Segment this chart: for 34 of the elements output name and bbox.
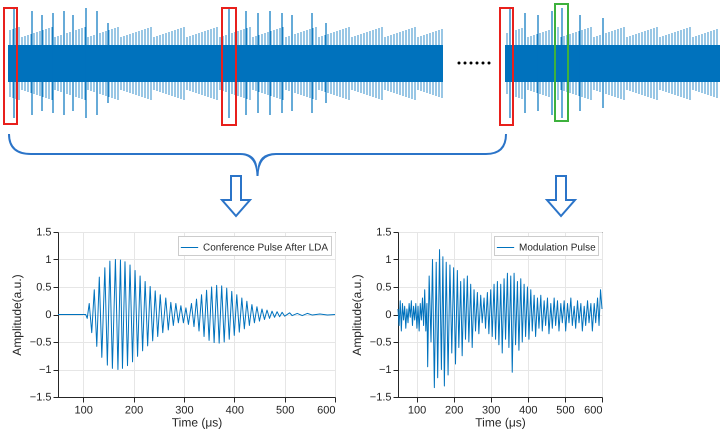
x-tick-label: 100 [408, 404, 426, 416]
x-tick-label: 300 [482, 404, 500, 416]
y-tick-label: 1.5 [36, 226, 52, 238]
line-series [398, 249, 602, 388]
y-tick-label: 1.5 [376, 226, 392, 238]
y-tick-label: −1.5 [30, 392, 52, 404]
y-axis-title: Amplitude(a.u.) [10, 274, 24, 356]
x-axis-title: Time (μs) [172, 416, 222, 430]
x-tick-label: 100 [74, 404, 93, 416]
x-tick-label: 600 [584, 404, 602, 416]
x-tick-label: 500 [556, 404, 575, 416]
x-tick-label: 400 [519, 404, 538, 416]
x-tick-label: 600 [317, 404, 336, 416]
y-tick-label: −1 [378, 364, 392, 376]
y-tick-label: 0.5 [36, 282, 52, 294]
y-tick-label: 0 [45, 309, 52, 321]
y-tick-label: 0.5 [376, 282, 392, 294]
x-tick-label: 300 [175, 404, 194, 416]
y-tick-label: 1 [385, 254, 392, 266]
y-tick-label: −1 [38, 364, 52, 376]
x-tick-label: 200 [444, 404, 464, 416]
x-tick-label: 400 [226, 404, 244, 416]
x-tick-label: 200 [124, 404, 144, 416]
y-tick-label: 0 [385, 309, 392, 321]
legend-label: Conference Pulse After LDA [203, 242, 328, 254]
y-tick-label: 1 [45, 254, 52, 266]
y-tick-label: −1.5 [370, 392, 392, 404]
x-axis-title: Time (μs) [475, 416, 526, 430]
y-tick-label: −0.5 [370, 336, 392, 348]
y-tick-label: −0.5 [30, 336, 52, 348]
x-tick-label: 500 [276, 404, 294, 416]
legend-label: Modulation Pulse [519, 242, 596, 254]
y-axis-title: Amplitude(a.u.) [350, 274, 364, 356]
line-series [58, 259, 336, 370]
